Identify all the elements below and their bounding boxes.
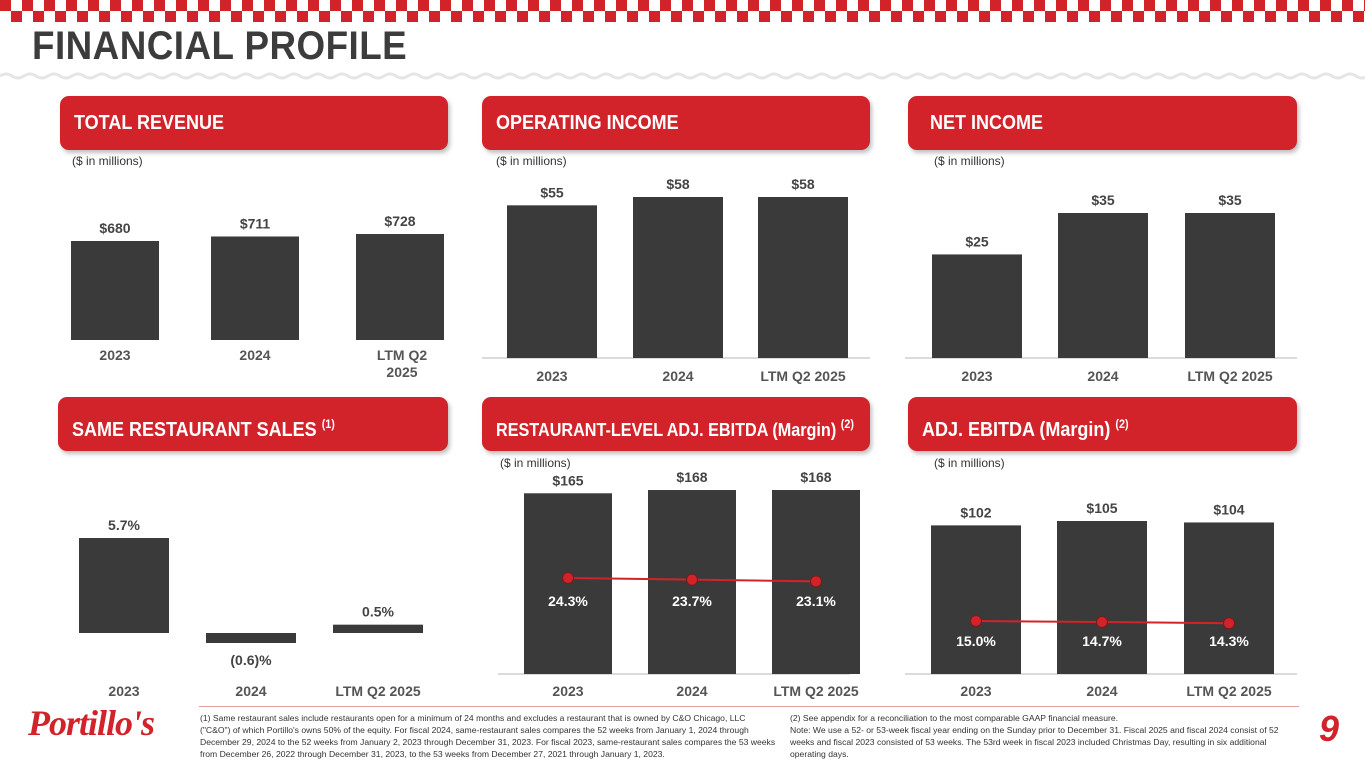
data-label: $105 — [1086, 500, 1117, 516]
panel-title-restaurant-ebitda: RESTAURANT-LEVEL ADJ. EBITDA (Margin) (2… — [482, 397, 870, 451]
category-label: 2024 — [1086, 683, 1117, 699]
margin-label: 14.3% — [1209, 633, 1249, 649]
unit-label: ($ in millions) — [72, 154, 143, 168]
category-label: LTM Q2 2025 — [1186, 683, 1272, 699]
unit-label: ($ in millions) — [496, 154, 567, 168]
category-label: 2023 — [552, 683, 583, 699]
category-label: 2023 — [536, 368, 567, 384]
data-label: $728 — [384, 213, 415, 229]
data-label: 0.5% — [362, 604, 394, 620]
category-label: 2024 — [662, 368, 693, 384]
category-label: LTM Q2 2025 — [760, 368, 846, 384]
margin-label: 24.3% — [548, 593, 588, 609]
margin-label: 14.7% — [1082, 633, 1122, 649]
data-label: 5.7% — [108, 517, 140, 533]
category-label: LTM Q2 2025 — [335, 683, 421, 699]
wavy-rule — [0, 72, 1365, 80]
margin-point — [810, 575, 822, 588]
checkered-top-border — [0, 0, 1365, 22]
category-label: LTM Q2 2025 — [773, 683, 859, 699]
category-label: LTM Q2 2025 — [377, 347, 428, 380]
data-label: $104 — [1213, 501, 1244, 517]
panel-title-operating-income: OPERATING INCOME — [482, 96, 870, 150]
category-label: 2024 — [1087, 368, 1118, 384]
restaurant-ebitda-chart: $165 2023 $168 2024 $168 LTM Q2 2025 24.3% 23.7… — [498, 469, 860, 699]
panel-title-same-restaurant-sales: SAME RESTAURANT SALES (1) — [58, 397, 448, 451]
bar-adj_ebitda-1 — [1057, 521, 1147, 674]
data-label: (0.6)% — [230, 652, 272, 668]
margin-label: 23.7% — [672, 593, 712, 609]
page-number: 9 — [1318, 708, 1339, 749]
adj-ebitda-chart: $102 2023 $105 2024 $104 LTM Q2 2025 15.0% 14.7… — [905, 500, 1297, 699]
footnote-2: (2) See appendix for a reconciliation to… — [790, 713, 1279, 759]
data-label: $55 — [540, 184, 564, 200]
margin-point — [1223, 617, 1235, 630]
category-label: 2023 — [99, 347, 130, 363]
data-label: $35 — [1091, 192, 1115, 208]
unit-label: ($ in millions) — [500, 456, 571, 470]
data-label: $25 — [965, 233, 989, 249]
panel-title-adj-ebitda: ADJ. EBITDA (Margin) (2) — [908, 397, 1297, 451]
bar-operating_income-0 — [507, 205, 597, 358]
margin-label: 23.1% — [796, 593, 836, 609]
bar-operating_income-1 — [633, 197, 723, 358]
bar-operating_income-2 — [758, 197, 848, 358]
data-label: $168 — [800, 469, 831, 485]
unit-label: ($ in millions) — [934, 456, 1005, 470]
margin-point — [562, 572, 574, 584]
data-label: $102 — [960, 504, 991, 520]
bar-net_income-0 — [932, 254, 1022, 358]
category-label: 2024 — [235, 683, 266, 699]
bar-net_income-2 — [1185, 213, 1275, 358]
total-revenue-chart: $680 2023 $711 2024 $728 LTM Q2 2025 — [71, 213, 444, 380]
page-title: FINANCIAL PROFILE — [32, 24, 408, 68]
data-label: $35 — [1218, 192, 1242, 208]
category-label: 2024 — [239, 347, 270, 363]
bar-same_restaurant_sales-0 — [79, 538, 169, 633]
operating-income-chart: $55 2023 $58 2024 $58 LTM Q2 2025 — [482, 176, 870, 384]
margin-point — [1096, 615, 1108, 628]
data-label: $168 — [676, 469, 707, 485]
data-label: $58 — [791, 176, 815, 192]
category-label: LTM Q2 2025 — [1187, 368, 1273, 384]
bar-adj_ebitda-0 — [931, 525, 1021, 674]
data-label: $58 — [666, 176, 690, 192]
category-label: 2024 — [676, 683, 707, 699]
data-label: $711 — [240, 215, 271, 231]
margin-point — [686, 573, 698, 586]
unit-label: ($ in millions) — [934, 154, 1005, 168]
bar-total_revenue-2 — [356, 234, 444, 340]
net-income-chart: $25 2023 $35 2024 $35 LTM Q2 2025 — [905, 192, 1297, 384]
bar-net_income-1 — [1058, 213, 1148, 358]
panel-title-net-income: NET INCOME — [908, 96, 1297, 150]
margin-label: 15.0% — [956, 633, 996, 649]
same-restaurant-sales-chart: 5.7% 2023 (0.6)% 2024 0.5% LTM Q2 2025 — [79, 517, 423, 699]
footnote-separator — [199, 706, 1299, 707]
category-label: 2023 — [108, 683, 139, 699]
bar-same_restaurant_sales-2 — [333, 624, 423, 633]
category-label: 2023 — [961, 368, 992, 384]
data-label: $165 — [552, 472, 583, 488]
bar-total_revenue-0 — [71, 240, 159, 340]
bar-adj_ebitda-2 — [1184, 522, 1274, 674]
footnote-1: (1) Same restaurant sales include restau… — [200, 713, 776, 759]
data-label: $680 — [99, 220, 130, 236]
portillos-logo: Portillo's — [28, 703, 155, 743]
bar-total_revenue-1 — [211, 236, 299, 340]
margin-point — [970, 615, 982, 627]
category-label: 2023 — [960, 683, 991, 699]
panel-title-total-revenue: TOTAL REVENUE — [60, 96, 448, 150]
bar-same_restaurant_sales-1 — [206, 633, 296, 643]
